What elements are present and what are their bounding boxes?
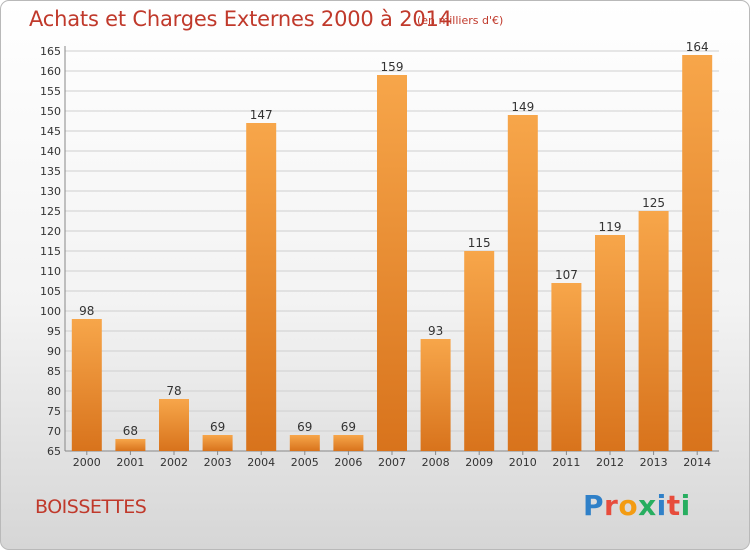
y-tick-label: 130 (40, 185, 61, 198)
x-tick-label: 2005 (291, 456, 319, 469)
bar (464, 251, 495, 451)
x-tick-label: 2006 (334, 456, 362, 469)
bars (71, 55, 713, 451)
y-tick-label: 80 (47, 385, 61, 398)
logo-letter: i (656, 489, 667, 522)
y-tick-label: 100 (40, 305, 61, 318)
x-tick-label: 2003 (204, 456, 232, 469)
data-label: 98 (79, 304, 94, 318)
data-label: 69 (297, 420, 312, 434)
town-name: BOISSETTES (35, 496, 147, 518)
data-label: 78 (166, 384, 181, 398)
bar (551, 283, 582, 451)
y-tick-label: 160 (40, 65, 61, 78)
x-tick-label: 2011 (552, 456, 580, 469)
x-tick-label: 2004 (247, 456, 275, 469)
y-tick-label: 70 (47, 425, 61, 438)
y-tick-label: 95 (47, 325, 61, 338)
proxiti-logo: Proxiti (583, 489, 691, 522)
x-tick-label: 2000 (73, 456, 101, 469)
x-tick-label: 2013 (640, 456, 668, 469)
x-tick-label: 2008 (422, 456, 450, 469)
labels: 65 70 75 80 85 90 95 100 105 110 115 120 125 130 135 14… (40, 40, 711, 469)
bar (420, 339, 451, 451)
data-label: 115 (468, 236, 491, 250)
bar (71, 319, 102, 451)
y-tick-label: 115 (40, 245, 61, 258)
data-label: 107 (555, 268, 578, 282)
bar (246, 123, 277, 451)
x-tick-label: 2010 (509, 456, 537, 469)
data-label: 69 (341, 420, 356, 434)
bar (638, 211, 669, 451)
x-tick-label: 2001 (116, 456, 144, 469)
y-tick-label: 85 (47, 365, 61, 378)
data-label: 149 (511, 100, 534, 114)
bar (377, 75, 407, 451)
x-tick-label: 2012 (596, 456, 624, 469)
bar (115, 439, 146, 451)
x-tick-label: 2014 (683, 456, 711, 469)
logo-letter: i (680, 489, 691, 522)
logo-letter: r (604, 489, 619, 522)
data-label: 159 (381, 60, 404, 74)
data-label: 68 (123, 424, 138, 438)
bar (159, 399, 189, 451)
x-tick-label: 2009 (465, 456, 493, 469)
bar (682, 55, 713, 451)
y-tick-label: 140 (40, 145, 61, 158)
x-tick-label: 2007 (378, 456, 406, 469)
y-tick-label: 105 (40, 285, 61, 298)
bar (289, 435, 320, 451)
y-tick-label: 110 (40, 265, 61, 278)
chart-title: Achats et Charges Externes 2000 à 2014 (29, 7, 452, 31)
y-tick-label: 150 (40, 105, 61, 118)
data-label: 119 (599, 220, 622, 234)
y-tick-label: 65 (47, 445, 61, 458)
data-label: 125 (642, 196, 665, 210)
y-tick-label: 135 (40, 165, 61, 178)
logo-letter: P (583, 489, 605, 522)
data-label: 164 (686, 40, 709, 54)
logo-letter: t (666, 489, 681, 522)
y-tick-label: 120 (40, 225, 61, 238)
bar (595, 235, 625, 451)
y-tick-label: 125 (40, 205, 61, 218)
data-label: 93 (428, 324, 443, 338)
data-label: 69 (210, 420, 225, 434)
bar (333, 435, 364, 451)
y-tick-label: 165 (40, 45, 61, 58)
data-label: 147 (250, 108, 273, 122)
y-tick-label: 155 (40, 85, 61, 98)
x-tick-label: 2002 (160, 456, 188, 469)
bar (507, 115, 538, 451)
logo-letter: o (618, 489, 639, 522)
chart-subtitle: (en milliers d'€) (417, 14, 504, 27)
logo-letter: x (638, 489, 657, 522)
y-tick-label: 145 (40, 125, 61, 138)
y-tick-label: 90 (47, 345, 61, 358)
bar (202, 435, 233, 451)
y-tick-label: 75 (47, 405, 61, 418)
